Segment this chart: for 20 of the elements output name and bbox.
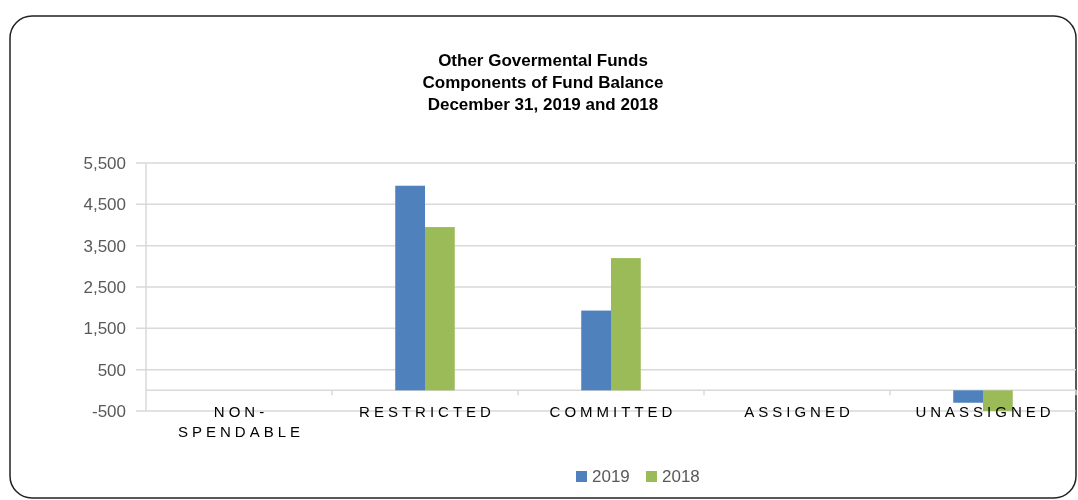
bar: [581, 310, 611, 391]
chart-title: Other Govermental Funds Components of Fund Balance December 31, 2019 and 2018: [422, 51, 664, 114]
y-tick-label: 4,500: [83, 195, 126, 215]
y-tick-label: 1,500: [83, 319, 126, 339]
x-tick-label: NON-SPENDABLE: [177, 403, 305, 440]
x-tick-label: UNASSIGNED: [915, 403, 1055, 420]
x-tick-label: RESTRICTED: [359, 403, 495, 420]
bar: [425, 227, 455, 391]
y-tick-label: 500: [97, 360, 126, 380]
y-tick-label: 3,500: [83, 236, 126, 256]
x-tick-label: ASSIGNED: [744, 403, 854, 420]
legend-label: 2018: [662, 467, 700, 486]
y-tick-label: -500: [91, 402, 126, 421]
x-tick-label: COMMITTED: [549, 403, 677, 420]
y-tick-label: 2,500: [83, 278, 126, 297]
legend-label: 2019: [592, 467, 630, 486]
bar: [611, 258, 641, 391]
y-tick-label: 5,500: [83, 154, 126, 173]
bar: [953, 390, 983, 403]
bar: [395, 185, 425, 391]
